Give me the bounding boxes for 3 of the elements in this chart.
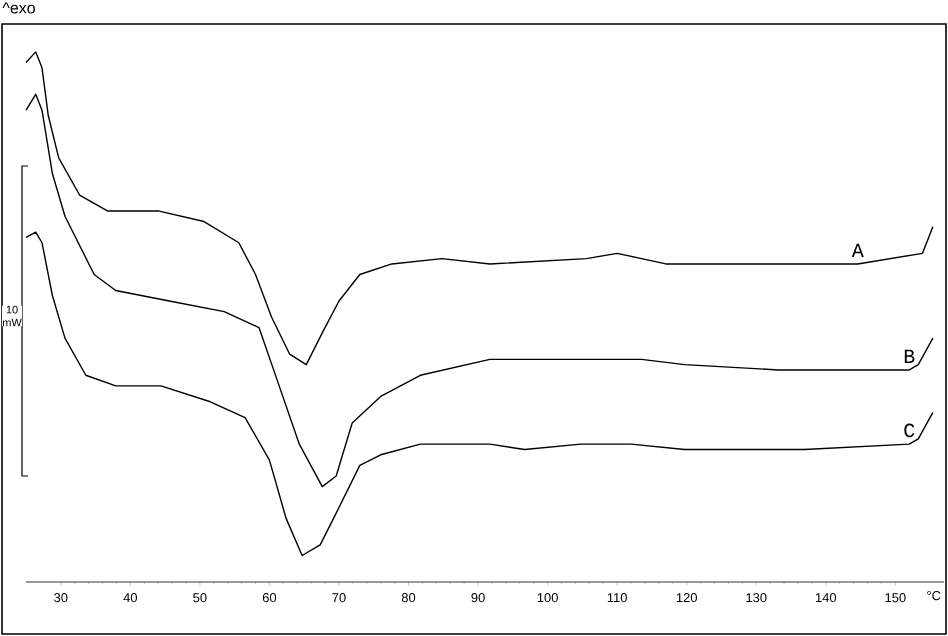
series-label: A xyxy=(851,243,864,257)
series-label: C xyxy=(904,423,915,438)
series-label: B xyxy=(904,349,915,363)
